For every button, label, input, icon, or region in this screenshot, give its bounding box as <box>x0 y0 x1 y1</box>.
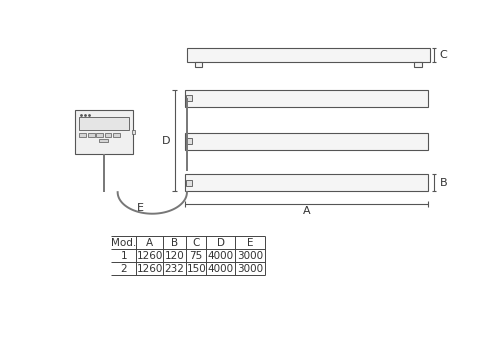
Text: C: C <box>440 50 448 60</box>
Text: D: D <box>162 135 170 146</box>
Text: 4000: 4000 <box>208 251 234 261</box>
Bar <box>88 133 94 137</box>
Text: D: D <box>217 238 225 247</box>
Bar <box>186 90 428 107</box>
Bar <box>186 138 192 145</box>
Text: B: B <box>440 178 447 188</box>
Text: 3000: 3000 <box>237 264 263 274</box>
Text: 150: 150 <box>186 264 206 274</box>
Text: 120: 120 <box>165 251 184 261</box>
Bar <box>187 48 430 62</box>
Text: A: A <box>146 238 153 247</box>
Bar <box>186 180 192 186</box>
Bar <box>76 110 133 154</box>
Bar <box>186 133 428 150</box>
Bar <box>104 133 112 137</box>
Text: 4000: 4000 <box>208 264 234 274</box>
Bar <box>79 133 86 137</box>
Bar <box>99 139 108 142</box>
Bar <box>132 130 136 134</box>
Bar <box>96 133 103 137</box>
Text: E: E <box>247 238 254 247</box>
Text: 232: 232 <box>164 264 184 274</box>
Text: 1260: 1260 <box>136 264 163 274</box>
Text: C: C <box>192 238 200 247</box>
Bar <box>79 118 129 130</box>
Text: 2: 2 <box>120 264 127 274</box>
Text: B: B <box>171 238 178 247</box>
Text: 3000: 3000 <box>237 251 263 261</box>
Text: 75: 75 <box>190 251 203 261</box>
Bar <box>194 62 202 66</box>
Bar <box>113 133 120 137</box>
Text: Mod.: Mod. <box>111 238 136 247</box>
Bar <box>186 95 192 101</box>
Text: 1: 1 <box>120 251 127 261</box>
Bar <box>414 62 422 66</box>
Text: E: E <box>138 203 144 212</box>
Bar <box>186 174 428 191</box>
Text: A: A <box>303 206 310 216</box>
Text: 1260: 1260 <box>136 251 163 261</box>
